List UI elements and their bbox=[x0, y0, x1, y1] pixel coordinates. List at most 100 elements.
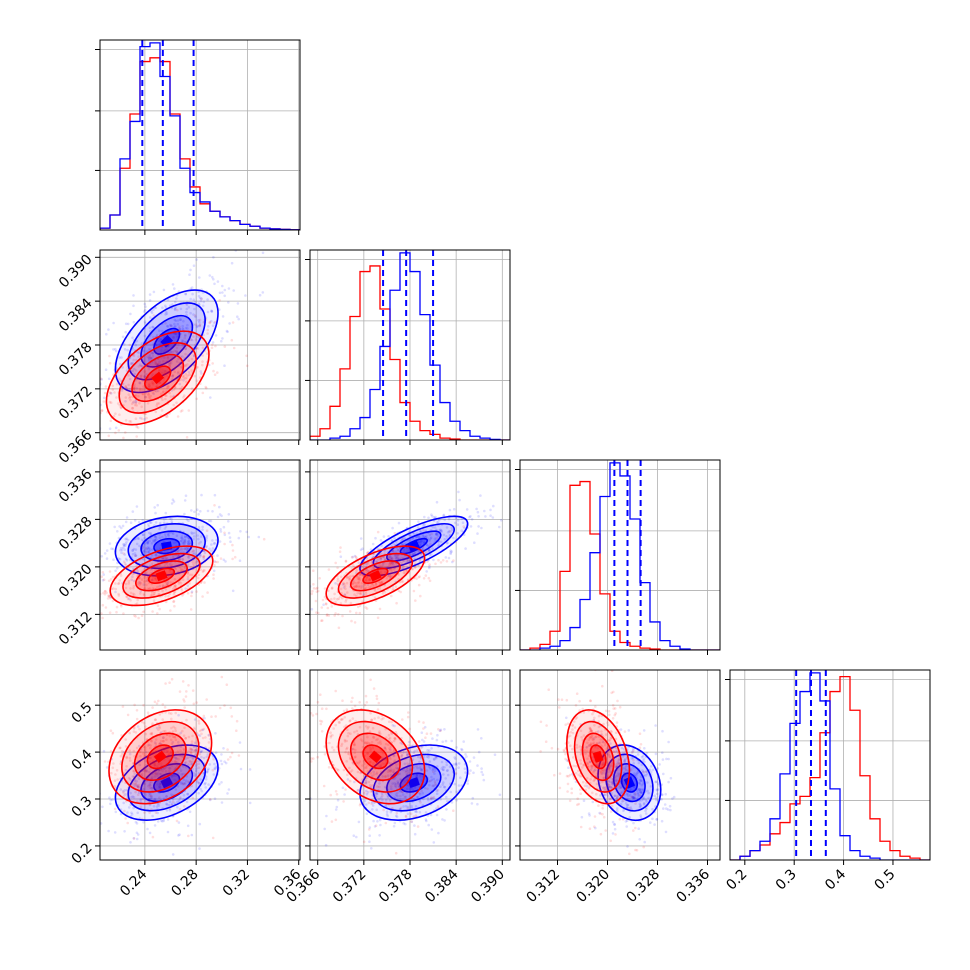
sample-point bbox=[444, 739, 448, 743]
sample-point bbox=[325, 814, 328, 818]
sample-point bbox=[180, 781, 184, 784]
sample-point bbox=[132, 358, 135, 362]
sample-point bbox=[173, 755, 176, 759]
sample-point bbox=[95, 824, 98, 827]
sample-point bbox=[372, 770, 376, 774]
sample-point bbox=[375, 697, 379, 701]
sample-point bbox=[145, 583, 148, 587]
sample-point bbox=[132, 579, 136, 583]
sample-point bbox=[119, 574, 123, 577]
sample-point bbox=[190, 833, 194, 837]
sample-point bbox=[347, 576, 351, 579]
sample-point bbox=[420, 539, 424, 543]
scatter-panel-0-1 bbox=[85, 249, 301, 441]
sample-point bbox=[198, 324, 201, 327]
sample-point bbox=[138, 387, 142, 391]
sample-point bbox=[446, 773, 450, 777]
sample-point bbox=[192, 264, 196, 268]
sample-point bbox=[355, 611, 358, 615]
sample-point bbox=[464, 547, 467, 550]
sample-point bbox=[197, 573, 201, 577]
sample-point bbox=[173, 370, 177, 374]
sample-point bbox=[427, 549, 431, 553]
sample-point bbox=[417, 740, 421, 743]
sample-point bbox=[568, 799, 572, 803]
sample-point bbox=[177, 834, 180, 837]
sample-point bbox=[168, 734, 172, 738]
sample-point bbox=[440, 760, 444, 764]
sample-point bbox=[178, 690, 182, 693]
sample-point bbox=[170, 742, 174, 746]
sample-point bbox=[166, 830, 170, 834]
sample-point bbox=[203, 716, 206, 720]
sample-point bbox=[179, 749, 182, 752]
sample-point bbox=[379, 742, 383, 745]
sample-point bbox=[419, 768, 423, 771]
sample-point bbox=[404, 804, 408, 808]
sample-point bbox=[114, 590, 117, 594]
sample-point bbox=[131, 549, 134, 552]
sample-point bbox=[132, 387, 136, 391]
sample-point bbox=[142, 610, 145, 614]
sample-point bbox=[330, 820, 334, 823]
sample-point bbox=[389, 563, 393, 566]
sample-point bbox=[456, 532, 459, 535]
sample-point bbox=[201, 354, 204, 357]
sample-point bbox=[371, 746, 375, 750]
sample-point bbox=[163, 766, 166, 770]
sample-point bbox=[185, 307, 189, 311]
sample-point bbox=[119, 788, 123, 791]
sample-point bbox=[363, 741, 367, 744]
sample-point bbox=[184, 352, 187, 356]
sample-point bbox=[199, 787, 202, 791]
sample-point bbox=[410, 806, 414, 810]
sample-point bbox=[362, 840, 366, 844]
sample-point bbox=[127, 383, 130, 387]
sample-point bbox=[208, 547, 211, 551]
sample-point bbox=[564, 723, 567, 726]
sample-point bbox=[601, 684, 604, 688]
sample-point bbox=[544, 740, 548, 743]
sample-point bbox=[230, 715, 234, 718]
sample-point bbox=[187, 371, 191, 374]
sample-point bbox=[85, 407, 88, 410]
sample-point bbox=[388, 562, 391, 566]
sample-point bbox=[169, 581, 172, 584]
sample-point bbox=[171, 735, 175, 739]
sample-point bbox=[429, 732, 433, 735]
sample-point bbox=[388, 747, 391, 750]
sample-point bbox=[376, 820, 379, 823]
sample-point bbox=[131, 782, 135, 785]
sample-point bbox=[136, 598, 139, 602]
sample-point bbox=[342, 582, 345, 585]
sample-point bbox=[173, 349, 176, 353]
sample-point bbox=[245, 354, 248, 358]
sample-point bbox=[199, 510, 202, 513]
sample-point bbox=[480, 767, 483, 770]
sample-point bbox=[422, 727, 425, 730]
sample-point bbox=[607, 709, 611, 713]
sample-point bbox=[181, 327, 184, 330]
sample-point bbox=[419, 775, 422, 778]
sample-point bbox=[204, 775, 208, 778]
sample-point bbox=[411, 552, 415, 556]
sample-point bbox=[354, 755, 357, 758]
sample-point bbox=[368, 586, 371, 589]
sample-point bbox=[205, 529, 209, 532]
sample-point bbox=[161, 371, 164, 375]
sample-point bbox=[165, 750, 169, 754]
sample-point bbox=[137, 616, 140, 620]
sample-point bbox=[157, 804, 161, 807]
sample-point bbox=[314, 599, 318, 603]
sample-point bbox=[353, 585, 357, 588]
sample-point bbox=[148, 382, 151, 386]
sample-point bbox=[353, 730, 356, 734]
sample-point bbox=[208, 797, 212, 801]
sample-point bbox=[195, 767, 198, 770]
sample-point bbox=[122, 794, 126, 797]
sample-point bbox=[164, 525, 168, 529]
sample-point bbox=[202, 300, 206, 304]
sample-point bbox=[189, 311, 192, 315]
sample-point bbox=[632, 829, 635, 832]
sample-point bbox=[200, 728, 203, 732]
